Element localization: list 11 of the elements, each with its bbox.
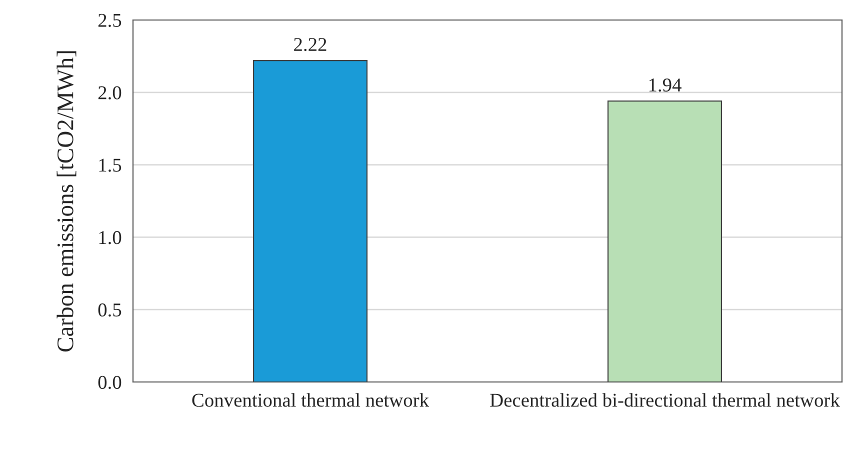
x-tick-label: Decentralized bi-directional thermal network [490,393,840,407]
y-tick-label: 2.0 [98,86,122,100]
y-axis-title: Carbon emissions [tCO2/MWh] [56,51,76,352]
data-label: 1.94 [649,78,682,92]
y-tick-label: 2.5 [98,14,122,28]
y-tick-label: 1.5 [99,158,122,172]
y-tick-label: 1.0 [99,231,122,244]
y-tick-label: 0.0 [98,376,122,390]
y-tick-label: 0.5 [98,303,122,317]
x-tick-label: Conventional thermal network [192,393,430,407]
data-label: 2.22 [294,38,326,52]
